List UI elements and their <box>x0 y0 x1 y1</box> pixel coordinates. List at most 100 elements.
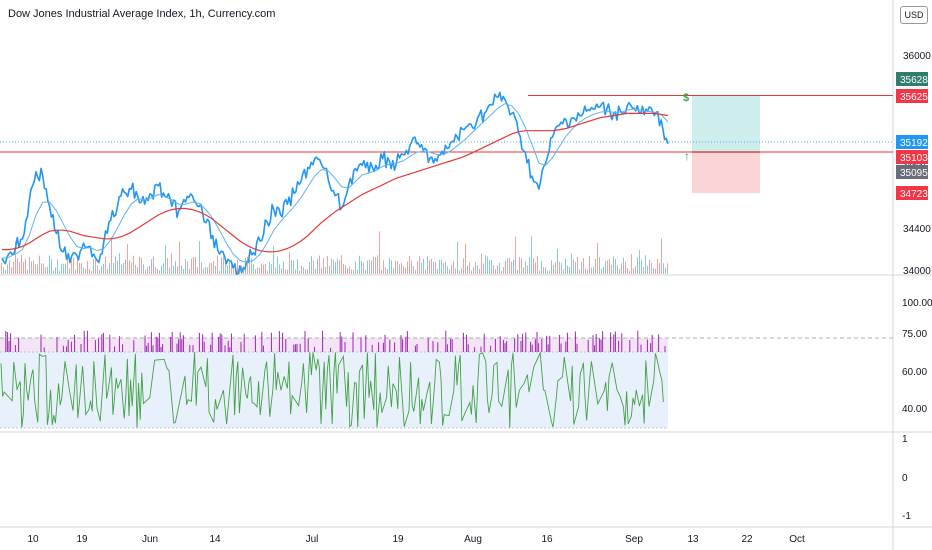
volume-bar <box>667 263 668 274</box>
volume-bar <box>83 267 84 274</box>
volume-bar <box>269 262 270 274</box>
price-tag-label: 35628 <box>900 75 928 86</box>
volume-bar <box>69 268 70 274</box>
volume-bar <box>233 269 234 274</box>
volume-bar <box>165 245 166 274</box>
volume-bar <box>169 267 170 274</box>
volume-bar <box>605 260 606 274</box>
currency-button[interactable]: USD <box>900 6 928 24</box>
volume-bar <box>43 263 44 274</box>
volume-bar <box>329 265 330 274</box>
volume-bar <box>503 267 504 274</box>
volume-bar <box>211 263 212 274</box>
volume-bar <box>11 267 12 274</box>
volume-bar <box>289 252 290 274</box>
volume-bar <box>651 262 652 274</box>
volume-bar <box>449 269 450 274</box>
volume-bar <box>607 260 608 274</box>
volume-bar <box>27 269 28 274</box>
volume-bar <box>631 254 632 274</box>
volume-bar <box>391 260 392 274</box>
volume-bar <box>609 258 610 274</box>
volume-bar <box>499 262 500 274</box>
volume-bar <box>197 267 198 274</box>
volume-bar <box>645 255 646 274</box>
volume-bar <box>103 263 104 274</box>
rsi-axis-label: 40.00 <box>902 404 927 415</box>
volume-bar <box>215 266 216 274</box>
time-axis-label: 13 <box>687 534 699 545</box>
price-tag <box>896 72 928 86</box>
volume-bar <box>111 237 112 274</box>
volume-bar <box>603 266 604 274</box>
profit-zone <box>692 95 760 152</box>
volume-bar <box>141 257 142 274</box>
price-line <box>1 91 669 275</box>
volume-bar <box>539 270 540 274</box>
rsi-axis-label: 75.00 <box>902 329 927 340</box>
price-tag-label: 34723 <box>900 189 928 200</box>
price-axis-label: 34400 <box>903 224 931 235</box>
volume-bar <box>149 265 150 274</box>
volume-bar <box>311 255 312 274</box>
volume-bar <box>663 263 664 274</box>
volume-bar <box>655 268 656 274</box>
volume-bar <box>179 241 180 274</box>
volume-bar <box>337 258 338 274</box>
volume-bar <box>619 268 620 274</box>
volume-bar <box>587 269 588 274</box>
volume-bar <box>483 263 484 274</box>
volume-bar <box>569 266 570 274</box>
volume-bar <box>551 260 552 274</box>
volume-bar <box>553 265 554 274</box>
volume-bar <box>441 259 442 274</box>
volume-bar <box>209 263 210 274</box>
volume-bar <box>187 261 188 274</box>
volume-bar <box>599 257 600 274</box>
volume-bar <box>661 238 662 274</box>
volume-bar <box>623 257 624 274</box>
volume-bar <box>313 260 314 274</box>
time-axis-label: Oct <box>789 534 805 545</box>
volume-bar <box>7 264 8 274</box>
price-tag <box>896 135 928 149</box>
volume-bar <box>123 262 124 274</box>
time-axis-label: Jul <box>306 534 319 545</box>
volume-bar <box>279 264 280 274</box>
volume-bar <box>277 256 278 274</box>
volume-bar <box>195 256 196 274</box>
volume-bar <box>367 260 368 274</box>
volume-bar <box>389 258 390 274</box>
volume-bar <box>167 258 168 274</box>
volume-bar <box>31 261 32 274</box>
volume-bar <box>317 258 318 274</box>
volume-bar <box>183 269 184 274</box>
volume-bar <box>255 269 256 274</box>
volume-bar <box>219 270 220 274</box>
volume-bar <box>247 256 248 274</box>
rsi-overbought-band <box>0 338 668 352</box>
volume-bar <box>339 260 340 274</box>
volume-bar <box>489 260 490 274</box>
volume-bar <box>285 269 286 274</box>
volume-bar <box>55 267 56 274</box>
volume-bar <box>5 269 6 274</box>
volume-bar <box>659 262 660 274</box>
volume-bar <box>417 261 418 274</box>
volume-bar <box>361 260 362 274</box>
volume-bar <box>281 268 282 274</box>
volume-bar <box>357 269 358 274</box>
volume-bar <box>49 255 50 274</box>
volume-bar <box>301 265 302 274</box>
time-axis-label: Jun <box>142 534 158 545</box>
third-axis-label: 1 <box>902 434 908 445</box>
volume-bar <box>627 268 628 274</box>
volume-bar <box>145 269 146 274</box>
entry-arrow-icon: ↑ <box>684 149 690 163</box>
volume-bar <box>633 268 634 274</box>
volume-bar <box>445 261 446 274</box>
volume-bar <box>271 264 272 274</box>
volume-bar <box>371 260 372 274</box>
